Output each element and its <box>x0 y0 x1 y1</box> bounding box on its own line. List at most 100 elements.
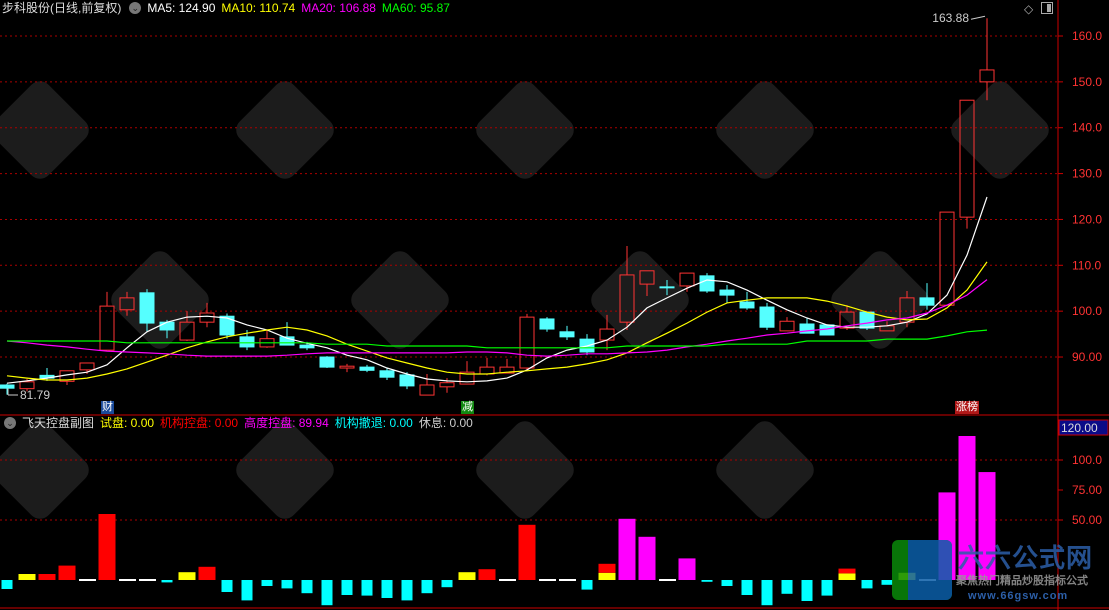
bar <box>198 566 216 580</box>
bar <box>518 524 536 580</box>
candle-down <box>659 286 675 289</box>
bar <box>781 580 793 594</box>
chevron-down-icon[interactable]: ⌄ <box>4 417 16 429</box>
candle-down <box>759 306 775 328</box>
watermark-diamond <box>111 251 209 349</box>
watermark-diamond <box>0 421 89 519</box>
bar <box>881 580 893 585</box>
candle-up <box>339 365 355 369</box>
bar <box>341 580 353 595</box>
candles <box>0 18 995 396</box>
candle-up <box>419 384 435 396</box>
price-tick-label: 120.0 <box>1072 212 1102 226</box>
sub-tick-label: 75.00 <box>1072 483 1102 497</box>
bar <box>598 572 616 580</box>
candle-up <box>519 316 535 369</box>
chevron-down-icon[interactable]: ⌄ <box>129 2 142 14</box>
ma20-label: MA20: 106.88 <box>301 1 376 15</box>
bar <box>458 572 476 580</box>
event-tag[interactable]: 涨榜 <box>955 401 979 414</box>
candle-down <box>859 311 875 329</box>
main-header: 步科股份(日线,前复权) ⌄ MA5: 124.90 MA10: 110.74 … <box>2 0 456 16</box>
price-tick-label: 90.00 <box>1072 350 1102 364</box>
bar <box>801 580 813 601</box>
candle-down <box>0 384 15 389</box>
candle-down <box>219 315 235 336</box>
bar <box>978 472 996 580</box>
bar <box>421 580 433 594</box>
bar <box>741 580 753 595</box>
sub-title[interactable]: 飞天控盘副图 <box>22 416 95 430</box>
watermark-diamond <box>476 81 574 179</box>
sub-tick-label: 50.00 <box>1072 513 1102 527</box>
candle-up <box>959 99 975 218</box>
candle-up <box>119 297 135 311</box>
candle-down <box>539 318 555 330</box>
candle-down <box>699 275 715 292</box>
current-value-box <box>1058 419 1109 436</box>
bar <box>861 580 873 589</box>
ma10-label: MA10: 110.74 <box>221 1 296 15</box>
candle-down <box>719 289 735 296</box>
candle-up <box>839 311 855 329</box>
panel-toggle-icon[interactable] <box>1041 2 1054 14</box>
candle-down <box>799 323 815 334</box>
ma-line-ma60 <box>7 329 988 349</box>
bar <box>598 563 616 573</box>
bar <box>721 580 733 586</box>
sub-current-label: 120.00 <box>1061 421 1098 435</box>
sub-tick-label: 100.0 <box>1072 453 1102 467</box>
watermark-slogan: 聚焦热门精品炒股指标公式 <box>956 575 1088 587</box>
bar <box>281 580 293 589</box>
diamond-icon[interactable]: ◇ <box>1024 2 1034 16</box>
bar-rest <box>79 579 96 581</box>
candle-down <box>919 297 935 306</box>
candle-up <box>439 382 455 388</box>
ma-lines <box>6 196 988 384</box>
watermark-diamond <box>951 81 1049 179</box>
candle-up <box>499 366 515 374</box>
candle-down <box>359 366 375 371</box>
candle-up <box>639 270 655 285</box>
candle-up <box>179 321 195 341</box>
stock-title[interactable]: 步科股份(日线,前复权) <box>2 1 122 15</box>
event-tag[interactable]: 财 <box>101 401 114 414</box>
bar <box>678 558 696 580</box>
candle-down <box>139 292 155 324</box>
candle-up <box>459 371 475 385</box>
inst-retreat-label: 机构撤退: 0.00 <box>334 416 413 430</box>
bar <box>1 580 13 589</box>
logo-icon <box>892 540 952 600</box>
ma-line-ma5 <box>6 196 988 384</box>
price-tick-label: 110.0 <box>1072 258 1101 272</box>
watermark-diamond <box>351 251 449 349</box>
bar <box>838 573 856 580</box>
watermark-diamond <box>236 81 334 179</box>
bar-rest <box>499 579 516 581</box>
price-tick-label: 130.0 <box>1072 167 1102 181</box>
bar <box>161 580 173 583</box>
event-tag[interactable]: 减 <box>461 401 474 414</box>
watermark-diamond <box>831 251 929 349</box>
watermark-diamond <box>236 421 334 519</box>
candle-up <box>19 381 35 390</box>
sub-bars <box>1 436 996 606</box>
watermark-diamond <box>716 421 814 519</box>
bar <box>381 580 393 598</box>
candle-up <box>779 320 795 332</box>
bar <box>178 572 196 580</box>
sub-header: ⌄ 飞天控盘副图 试盘: 0.00 机构控盘: 0.00 高度控盘: 89.94… <box>2 415 479 431</box>
candle-up <box>479 366 495 375</box>
bar-rest <box>659 579 676 581</box>
candle-down <box>379 370 395 378</box>
bar <box>821 580 833 596</box>
price-tick-label: 150.0 <box>1072 75 1102 89</box>
candle-up <box>979 69 995 83</box>
bar <box>38 574 56 580</box>
candle-up <box>599 328 615 341</box>
candle-down <box>739 301 755 309</box>
ma-line-ma20 <box>6 279 988 357</box>
bar <box>618 518 636 580</box>
